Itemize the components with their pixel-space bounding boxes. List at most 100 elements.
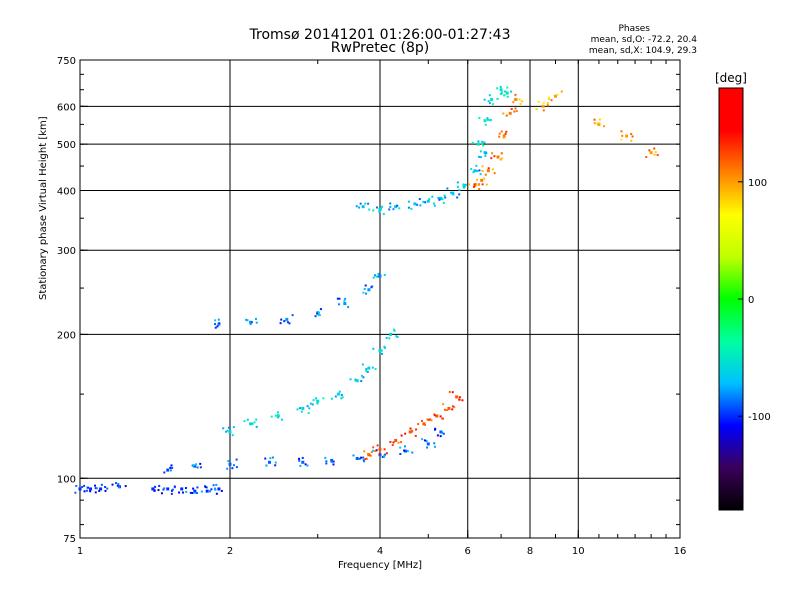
echo-point — [433, 204, 436, 207]
echo-point — [505, 130, 508, 133]
chart-title: Tromsø 20141201 01:26:00-01:27:43 — [249, 27, 511, 43]
echo-point — [548, 98, 551, 101]
data-point — [426, 442, 430, 446]
data-point — [378, 274, 382, 278]
echo-point — [367, 452, 370, 455]
echo-point — [316, 402, 319, 405]
echo-point — [496, 87, 499, 90]
echo-point — [374, 274, 377, 277]
echo-point — [546, 104, 549, 107]
echo-point — [505, 114, 508, 117]
echo-point — [415, 428, 418, 431]
y-tick-label: 400 — [57, 186, 76, 197]
echo-point — [336, 297, 339, 300]
echo-point — [369, 454, 372, 457]
echo-point — [400, 440, 403, 443]
echo-point — [515, 110, 518, 113]
echo-point — [349, 378, 352, 381]
echo-point — [383, 346, 386, 349]
echo-point — [169, 469, 172, 472]
echo-point — [185, 490, 188, 493]
data-point — [473, 169, 477, 173]
echo-point — [500, 91, 503, 94]
echo-point — [318, 314, 321, 317]
echo-point — [630, 133, 633, 136]
echo-point — [620, 130, 623, 133]
echo-point — [380, 352, 383, 355]
echo-point — [85, 489, 88, 492]
echo-point — [338, 390, 341, 393]
echo-point — [171, 467, 174, 470]
echo-point — [404, 432, 407, 435]
x-tick-label: 10 — [572, 546, 585, 557]
data-point — [249, 422, 253, 426]
echo-point — [514, 107, 517, 110]
echo-point — [462, 186, 465, 189]
echo-point — [154, 485, 157, 488]
echo-point — [403, 445, 406, 448]
echo-point — [451, 405, 454, 408]
echo-point — [359, 202, 362, 205]
echo-point — [427, 418, 430, 421]
x-tick-label: 1 — [77, 546, 83, 557]
y-tick-label: 300 — [57, 246, 76, 257]
data-point — [439, 430, 443, 434]
data-point — [394, 438, 398, 442]
echo-point — [372, 347, 375, 350]
echo-point — [375, 275, 378, 278]
echo-point — [645, 155, 648, 158]
echo-point — [388, 208, 391, 211]
echo-point — [490, 157, 493, 160]
data-point — [249, 320, 253, 324]
echo-point — [368, 208, 371, 211]
chart-subtitle: RwPretec (8p) — [330, 40, 430, 56]
echo-point — [414, 434, 417, 437]
echo-point — [385, 452, 388, 455]
echo-point — [403, 449, 406, 452]
echo-point — [157, 489, 160, 492]
echo-point — [513, 98, 516, 101]
echo-point — [358, 457, 361, 460]
echo-point — [255, 425, 258, 428]
echo-point — [411, 430, 414, 433]
echo-point — [89, 490, 92, 493]
echo-point — [437, 197, 440, 200]
echo-point — [283, 320, 286, 323]
echo-point — [506, 86, 509, 89]
data-point — [267, 460, 271, 464]
echo-point — [556, 93, 559, 96]
echo-point — [471, 141, 474, 144]
data-point — [426, 199, 430, 203]
data-point — [355, 456, 359, 460]
echo-point — [374, 367, 377, 370]
echo-point — [381, 205, 384, 208]
echo-point — [360, 380, 363, 383]
echo-point — [200, 490, 203, 493]
echo-point — [483, 177, 486, 180]
echo-point — [476, 170, 479, 173]
echo-point — [487, 167, 490, 170]
echo-point — [451, 408, 454, 411]
echo-point — [370, 451, 373, 454]
echo-point — [424, 201, 427, 204]
echo-point — [297, 457, 300, 460]
echo-point — [546, 101, 549, 104]
colorbar-tick-label: 0 — [748, 295, 754, 306]
echo-point — [500, 130, 503, 133]
echo-point — [371, 366, 374, 369]
echo-point — [421, 438, 424, 441]
echo-point — [491, 152, 494, 155]
echo-point — [456, 181, 459, 184]
echo-point — [94, 487, 97, 490]
echo-point — [550, 99, 553, 102]
echo-point — [330, 397, 333, 400]
y-tick-label: 750 — [57, 56, 76, 67]
y-tick-label: 75 — [63, 534, 76, 545]
echo-point — [255, 321, 258, 324]
colorbar-tick-label: -100 — [748, 412, 771, 423]
data-point — [597, 122, 601, 126]
echo-point — [547, 96, 550, 99]
echo-point — [216, 325, 219, 328]
echo-point — [603, 125, 606, 128]
echo-point — [222, 427, 225, 430]
